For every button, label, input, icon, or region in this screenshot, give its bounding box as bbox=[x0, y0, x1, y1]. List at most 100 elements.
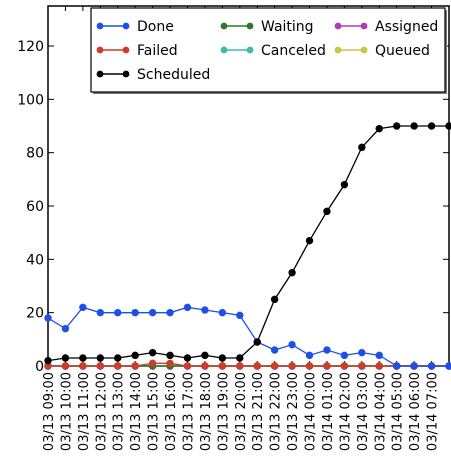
y-tick-label: 80 bbox=[26, 146, 44, 162]
y-tick-label: 60 bbox=[26, 199, 44, 215]
data-point-failed bbox=[166, 359, 174, 368]
data-point-failed bbox=[375, 362, 383, 370]
data-point-done bbox=[358, 348, 366, 357]
legend-marker-failed bbox=[96, 46, 104, 54]
legend-label-failed: Failed bbox=[137, 43, 178, 59]
data-point-scheduled bbox=[201, 351, 209, 360]
legend-marker-assigned bbox=[334, 22, 342, 30]
x-tick-label: 03/14 04:00 bbox=[373, 372, 388, 451]
x-tick-label: 03/13 13:00 bbox=[112, 372, 127, 451]
legend-item-failed: Failed bbox=[96, 43, 178, 59]
data-point-scheduled bbox=[340, 180, 349, 189]
data-point-failed bbox=[323, 362, 331, 370]
data-point-scheduled bbox=[288, 268, 296, 277]
data-point-failed bbox=[270, 362, 279, 370]
y-tick-label: 100 bbox=[17, 92, 44, 108]
x-tick-label: 03/13 23:00 bbox=[286, 372, 301, 451]
data-point-scheduled bbox=[131, 351, 139, 360]
legend-item-done: Done bbox=[96, 19, 174, 35]
y-tick-label: 120 bbox=[17, 39, 44, 55]
data-point-scheduled bbox=[253, 338, 261, 346]
data-point-failed bbox=[183, 362, 192, 370]
legend-label-assigned: Assigned bbox=[375, 19, 438, 35]
data-point-scheduled bbox=[392, 122, 401, 130]
x-tick-label: 03/14 02:00 bbox=[338, 372, 353, 451]
legend-marker-assigned bbox=[360, 22, 368, 30]
x-tick-label: 03/13 11:00 bbox=[77, 372, 92, 451]
legend-marker-canceled bbox=[220, 46, 228, 54]
x-tick-label: 03/13 15:00 bbox=[147, 372, 162, 451]
data-point-failed bbox=[96, 362, 105, 370]
data-point-done bbox=[305, 351, 314, 360]
legend-marker-failed bbox=[122, 46, 130, 54]
data-point-done bbox=[427, 362, 436, 370]
x-tick-label: 03/13 18:00 bbox=[199, 372, 214, 451]
data-point-done bbox=[392, 362, 401, 370]
data-point-done bbox=[131, 308, 139, 317]
data-point-done bbox=[340, 351, 349, 360]
series-scheduled bbox=[44, 122, 451, 365]
legend-marker-done bbox=[122, 22, 130, 30]
data-point-failed bbox=[340, 362, 349, 370]
data-point-scheduled bbox=[358, 143, 366, 152]
legend-item-scheduled: Scheduled bbox=[96, 67, 210, 83]
data-point-scheduled bbox=[270, 295, 279, 304]
data-point-done bbox=[218, 308, 227, 317]
legend-label-done: Done bbox=[137, 19, 174, 35]
legend-box bbox=[90, 7, 446, 93]
data-point-failed bbox=[131, 362, 139, 370]
legend-marker-waiting bbox=[220, 22, 228, 30]
legend-marker-queued bbox=[360, 46, 368, 54]
data-point-done bbox=[236, 311, 244, 320]
data-point-done bbox=[166, 308, 174, 317]
data-point-scheduled bbox=[44, 356, 52, 365]
data-point-done bbox=[96, 308, 105, 317]
legend-marker-waiting bbox=[246, 22, 254, 30]
data-point-done bbox=[183, 303, 192, 312]
data-point-scheduled bbox=[410, 122, 418, 130]
data-point-scheduled bbox=[305, 236, 314, 245]
data-point-scheduled bbox=[183, 354, 192, 362]
series-done bbox=[44, 303, 451, 370]
data-point-done bbox=[44, 314, 52, 322]
data-point-done bbox=[270, 346, 279, 354]
y-tick-label: 0 bbox=[35, 359, 44, 375]
x-tick-label: 03/13 20:00 bbox=[234, 372, 249, 451]
data-point-scheduled bbox=[218, 354, 227, 362]
data-point-done bbox=[201, 306, 209, 314]
data-point-scheduled bbox=[445, 122, 451, 130]
legend-item-canceled: Canceled bbox=[220, 43, 326, 59]
x-tick-label: 03/13 14:00 bbox=[129, 372, 144, 451]
data-point-scheduled bbox=[427, 122, 436, 130]
data-point-failed bbox=[236, 362, 244, 370]
data-point-scheduled bbox=[166, 351, 174, 360]
legend-marker-scheduled bbox=[96, 70, 104, 78]
data-point-scheduled bbox=[61, 354, 70, 362]
data-point-done bbox=[323, 346, 331, 354]
data-point-failed bbox=[148, 359, 157, 368]
legend-label-canceled: Canceled bbox=[261, 43, 326, 59]
data-point-scheduled bbox=[79, 354, 87, 362]
legend-label-queued: Queued bbox=[375, 43, 430, 59]
data-point-failed bbox=[61, 362, 70, 370]
data-point-done bbox=[61, 324, 70, 333]
data-point-done bbox=[375, 351, 383, 360]
data-point-failed bbox=[288, 362, 296, 370]
data-point-failed bbox=[79, 362, 87, 370]
x-tick-label: 03/13 12:00 bbox=[94, 372, 109, 451]
legend-marker-queued bbox=[334, 46, 342, 54]
y-tick-label: 40 bbox=[26, 252, 44, 268]
legend-marker-canceled bbox=[246, 46, 254, 54]
data-point-scheduled bbox=[236, 354, 244, 362]
x-tick-label: 03/13 16:00 bbox=[164, 372, 179, 451]
x-tick-label: 03/13 19:00 bbox=[216, 372, 231, 451]
x-tick-label: 03/14 07:00 bbox=[426, 372, 441, 451]
legend-label-scheduled: Scheduled bbox=[137, 67, 210, 83]
x-tick-label: 03/14 06:00 bbox=[408, 372, 423, 451]
data-point-scheduled bbox=[323, 207, 331, 216]
x-tick-label: 03/14 01:00 bbox=[321, 372, 336, 451]
x-tick-label: 03/13 22:00 bbox=[269, 372, 284, 451]
data-point-done bbox=[148, 308, 157, 317]
